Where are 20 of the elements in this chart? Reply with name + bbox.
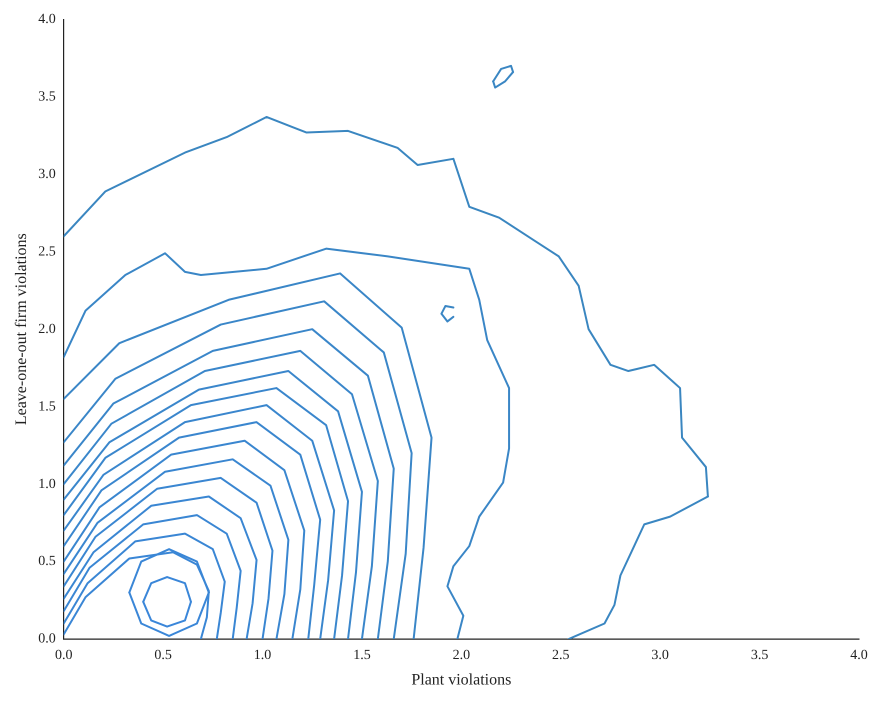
x-tick-label: 0.0 (54, 648, 72, 664)
y-tick-label: 1.0 (38, 476, 56, 492)
x-tick-label: 4.0 (850, 648, 868, 664)
y-tick-label: 4.0 (38, 12, 56, 28)
y-tick-label: 0.0 (38, 632, 56, 647)
y-axis-title: Leave-one-out firm violations (12, 233, 30, 426)
x-tick-label: 2.5 (552, 648, 570, 664)
y-tick-label: 3.0 (38, 166, 56, 182)
y-tick-label: 1.5 (38, 399, 56, 414)
x-tick-label: 2.0 (452, 648, 470, 664)
x-tick-label: 0.5 (154, 648, 172, 664)
x-axis-title: Plant violations (411, 672, 512, 689)
x-tick-label: 1.0 (254, 648, 272, 664)
x-tick-label: 3.5 (750, 648, 768, 664)
y-tick-label: 2.0 (38, 322, 56, 337)
x-tick-label: 3.0 (651, 648, 669, 664)
y-tick-label: 3.5 (38, 90, 56, 105)
y-tick-label: 2.5 (38, 244, 56, 260)
y-tick-label: 0.5 (38, 554, 56, 570)
x-tick-label: 1.5 (353, 648, 371, 664)
